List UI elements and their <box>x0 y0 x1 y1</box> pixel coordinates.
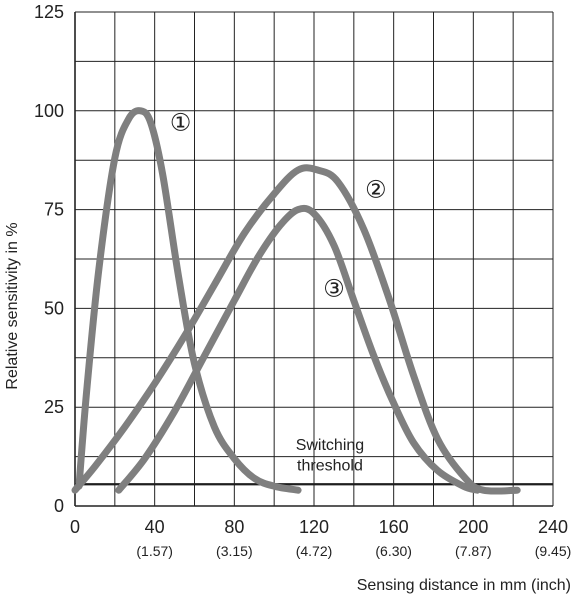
x-tick-sublabel: (9.45) <box>535 543 572 559</box>
series-labels: ① ② ③ <box>170 109 387 303</box>
y-tick-label: 50 <box>44 298 64 318</box>
series-curve-1 <box>75 107 302 494</box>
y-tick-label: 25 <box>44 397 64 417</box>
series-label-2: ② <box>365 176 387 204</box>
grid <box>74 11 554 507</box>
x-tick-label: 80 <box>224 517 244 537</box>
x-axis-title: Sensing distance in mm (inch) <box>357 577 571 594</box>
tick-labels: 0 40 (1.57) 80 (3.15) 120 (4.72) 160 (6.30) 200 (7… <box>34 2 571 559</box>
x-tick-sublabel: (4.72) <box>296 543 333 559</box>
x-tick-label: 0 <box>70 517 80 537</box>
y-tick-label: 100 <box>34 101 64 121</box>
x-tick-label: 120 <box>299 517 329 537</box>
series-curve-3 <box>115 204 481 494</box>
y-tick-label: 75 <box>44 200 64 220</box>
y-tick-label: 125 <box>34 2 64 22</box>
y-axis-title: Relative sensitivity in % <box>4 222 21 389</box>
y-tick-label: 0 <box>54 496 64 516</box>
x-tick-label: 40 <box>145 517 165 537</box>
series-label-1: ① <box>170 109 192 137</box>
threshold-label-line2: threshold <box>297 457 363 474</box>
series-label-3: ③ <box>323 275 345 303</box>
x-tick-label: 160 <box>379 517 409 537</box>
x-tick-label: 240 <box>538 517 568 537</box>
x-tick-sublabel: (1.57) <box>136 543 173 559</box>
series <box>71 107 521 495</box>
x-tick-sublabel: (6.30) <box>375 543 412 559</box>
threshold-label-line1: Switching <box>296 437 364 454</box>
series-curve-2 <box>71 164 521 495</box>
x-tick-sublabel: (7.87) <box>455 543 492 559</box>
x-tick-sublabel: (3.15) <box>216 543 253 559</box>
x-tick-label: 200 <box>458 517 488 537</box>
